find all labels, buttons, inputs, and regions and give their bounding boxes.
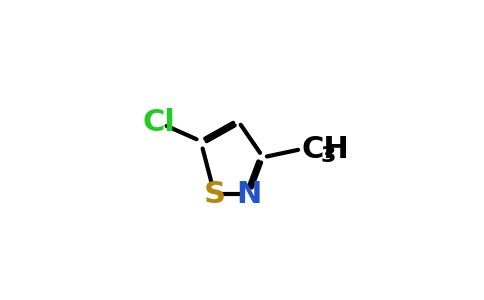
Text: 3: 3 (321, 146, 336, 166)
Text: S: S (204, 180, 226, 209)
Text: Cl: Cl (143, 108, 176, 137)
Text: N: N (237, 180, 262, 209)
Text: CH: CH (301, 135, 349, 164)
